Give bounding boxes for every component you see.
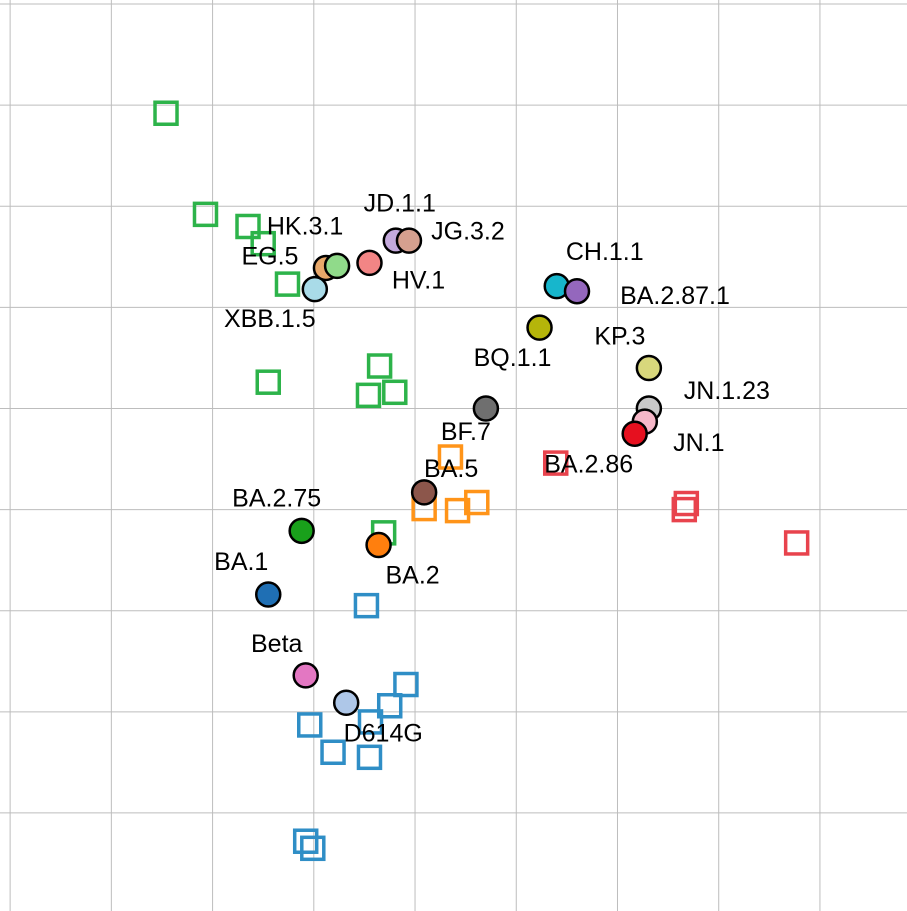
serum-square bbox=[353, 592, 380, 619]
antigen-label: BA.1 bbox=[214, 548, 268, 576]
antigen-point bbox=[356, 249, 383, 277]
serum-square bbox=[274, 271, 301, 297]
serum-square bbox=[382, 379, 408, 406]
antigen-label: BA.2.87.1 bbox=[620, 282, 730, 310]
antigen-point bbox=[621, 420, 648, 448]
serum-square bbox=[542, 450, 569, 476]
antigen-point bbox=[292, 662, 319, 689]
serum-square bbox=[235, 213, 261, 240]
serum-square bbox=[393, 671, 419, 698]
antigen-point bbox=[635, 354, 663, 382]
serum-square bbox=[783, 530, 810, 556]
antigen-label: HK.3.1 bbox=[267, 213, 343, 241]
serum-square bbox=[255, 369, 282, 395]
serum-square bbox=[366, 353, 393, 379]
antigen-point bbox=[563, 277, 591, 305]
serum-square bbox=[671, 496, 698, 523]
serum-square bbox=[356, 744, 383, 771]
serum-square bbox=[250, 230, 276, 257]
antigen-point bbox=[526, 314, 553, 341]
serum-square bbox=[464, 489, 490, 516]
antigen-point bbox=[365, 531, 392, 559]
antigen-label: Beta bbox=[251, 630, 303, 658]
antigen-label: JN.1.23 bbox=[684, 377, 770, 405]
antigen-point bbox=[410, 479, 438, 506]
serum-square bbox=[673, 490, 700, 517]
antigen-point bbox=[323, 252, 351, 280]
antigen-label: XBB.1.5 bbox=[224, 305, 316, 333]
serum-square bbox=[300, 835, 326, 862]
serum-square bbox=[437, 444, 464, 470]
antigen-label: JD.1.1 bbox=[364, 189, 436, 217]
antigen-label: BA.5 bbox=[424, 455, 478, 483]
antigen-label: KP.3 bbox=[594, 323, 645, 351]
serum-square bbox=[357, 709, 384, 735]
antigen-label: BA.2 bbox=[385, 562, 439, 590]
antigen-label: CH.1.1 bbox=[566, 238, 644, 266]
serum-square bbox=[153, 100, 179, 126]
antigen-label: JG.3.2 bbox=[431, 217, 505, 245]
serum-square bbox=[297, 712, 323, 738]
antigen-point bbox=[288, 517, 315, 545]
antigen-point bbox=[472, 395, 500, 422]
antigen-label: JN.1 bbox=[673, 429, 724, 457]
antigen-label: EG.5 bbox=[241, 243, 298, 271]
antigen-label: BA.2.75 bbox=[232, 484, 321, 512]
antigen-point bbox=[395, 227, 423, 254]
serum-square bbox=[355, 382, 382, 409]
antigen-label: BA.2.86 bbox=[544, 450, 633, 478]
serum-square bbox=[320, 739, 346, 766]
serum-square bbox=[444, 497, 471, 524]
antigen-point bbox=[332, 689, 360, 716]
serum-square bbox=[376, 692, 403, 719]
antigen-label: D614G bbox=[344, 719, 423, 747]
antigen-point bbox=[255, 581, 282, 608]
antigen-label: BF.7 bbox=[441, 418, 491, 446]
serum-square bbox=[292, 828, 319, 854]
serum-square bbox=[192, 201, 219, 228]
antigen-point bbox=[301, 275, 329, 303]
antigen-label: HV.1 bbox=[392, 266, 445, 294]
antigen-label: BQ.1.1 bbox=[474, 344, 552, 372]
